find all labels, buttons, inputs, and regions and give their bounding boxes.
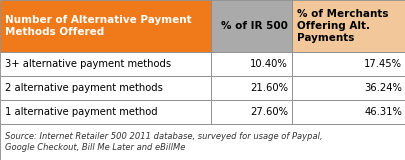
Text: 2 alternative payment methods: 2 alternative payment methods — [5, 83, 162, 93]
Bar — [0, 52, 211, 76]
Bar — [291, 0, 405, 52]
Bar — [291, 76, 405, 100]
Text: 27.60%: 27.60% — [249, 107, 287, 117]
Bar — [211, 0, 291, 52]
Bar — [291, 52, 405, 76]
Bar — [211, 76, 291, 100]
Text: Source: Internet Retailer 500 2011 database, surveyed for usage of Paypal,
Googl: Source: Internet Retailer 500 2011 datab… — [5, 132, 322, 152]
Text: 10.40%: 10.40% — [249, 59, 287, 69]
Bar — [0, 0, 211, 52]
Bar — [0, 76, 211, 100]
Text: 46.31%: 46.31% — [363, 107, 401, 117]
Text: 3+ alternative payment methods: 3+ alternative payment methods — [5, 59, 171, 69]
Bar — [211, 52, 291, 76]
Bar — [0, 124, 405, 160]
Text: 36.24%: 36.24% — [363, 83, 401, 93]
Text: Number of Alternative Payment
Methods Offered: Number of Alternative Payment Methods Of… — [5, 15, 191, 37]
Text: 17.45%: 17.45% — [363, 59, 401, 69]
Text: % of IR 500: % of IR 500 — [221, 21, 287, 31]
Bar — [291, 100, 405, 124]
Bar — [211, 100, 291, 124]
Text: % of Merchants
Offering Alt.
Payments: % of Merchants Offering Alt. Payments — [296, 9, 388, 43]
Text: 1 alternative payment method: 1 alternative payment method — [5, 107, 157, 117]
Text: 21.60%: 21.60% — [249, 83, 287, 93]
Bar — [0, 100, 211, 124]
